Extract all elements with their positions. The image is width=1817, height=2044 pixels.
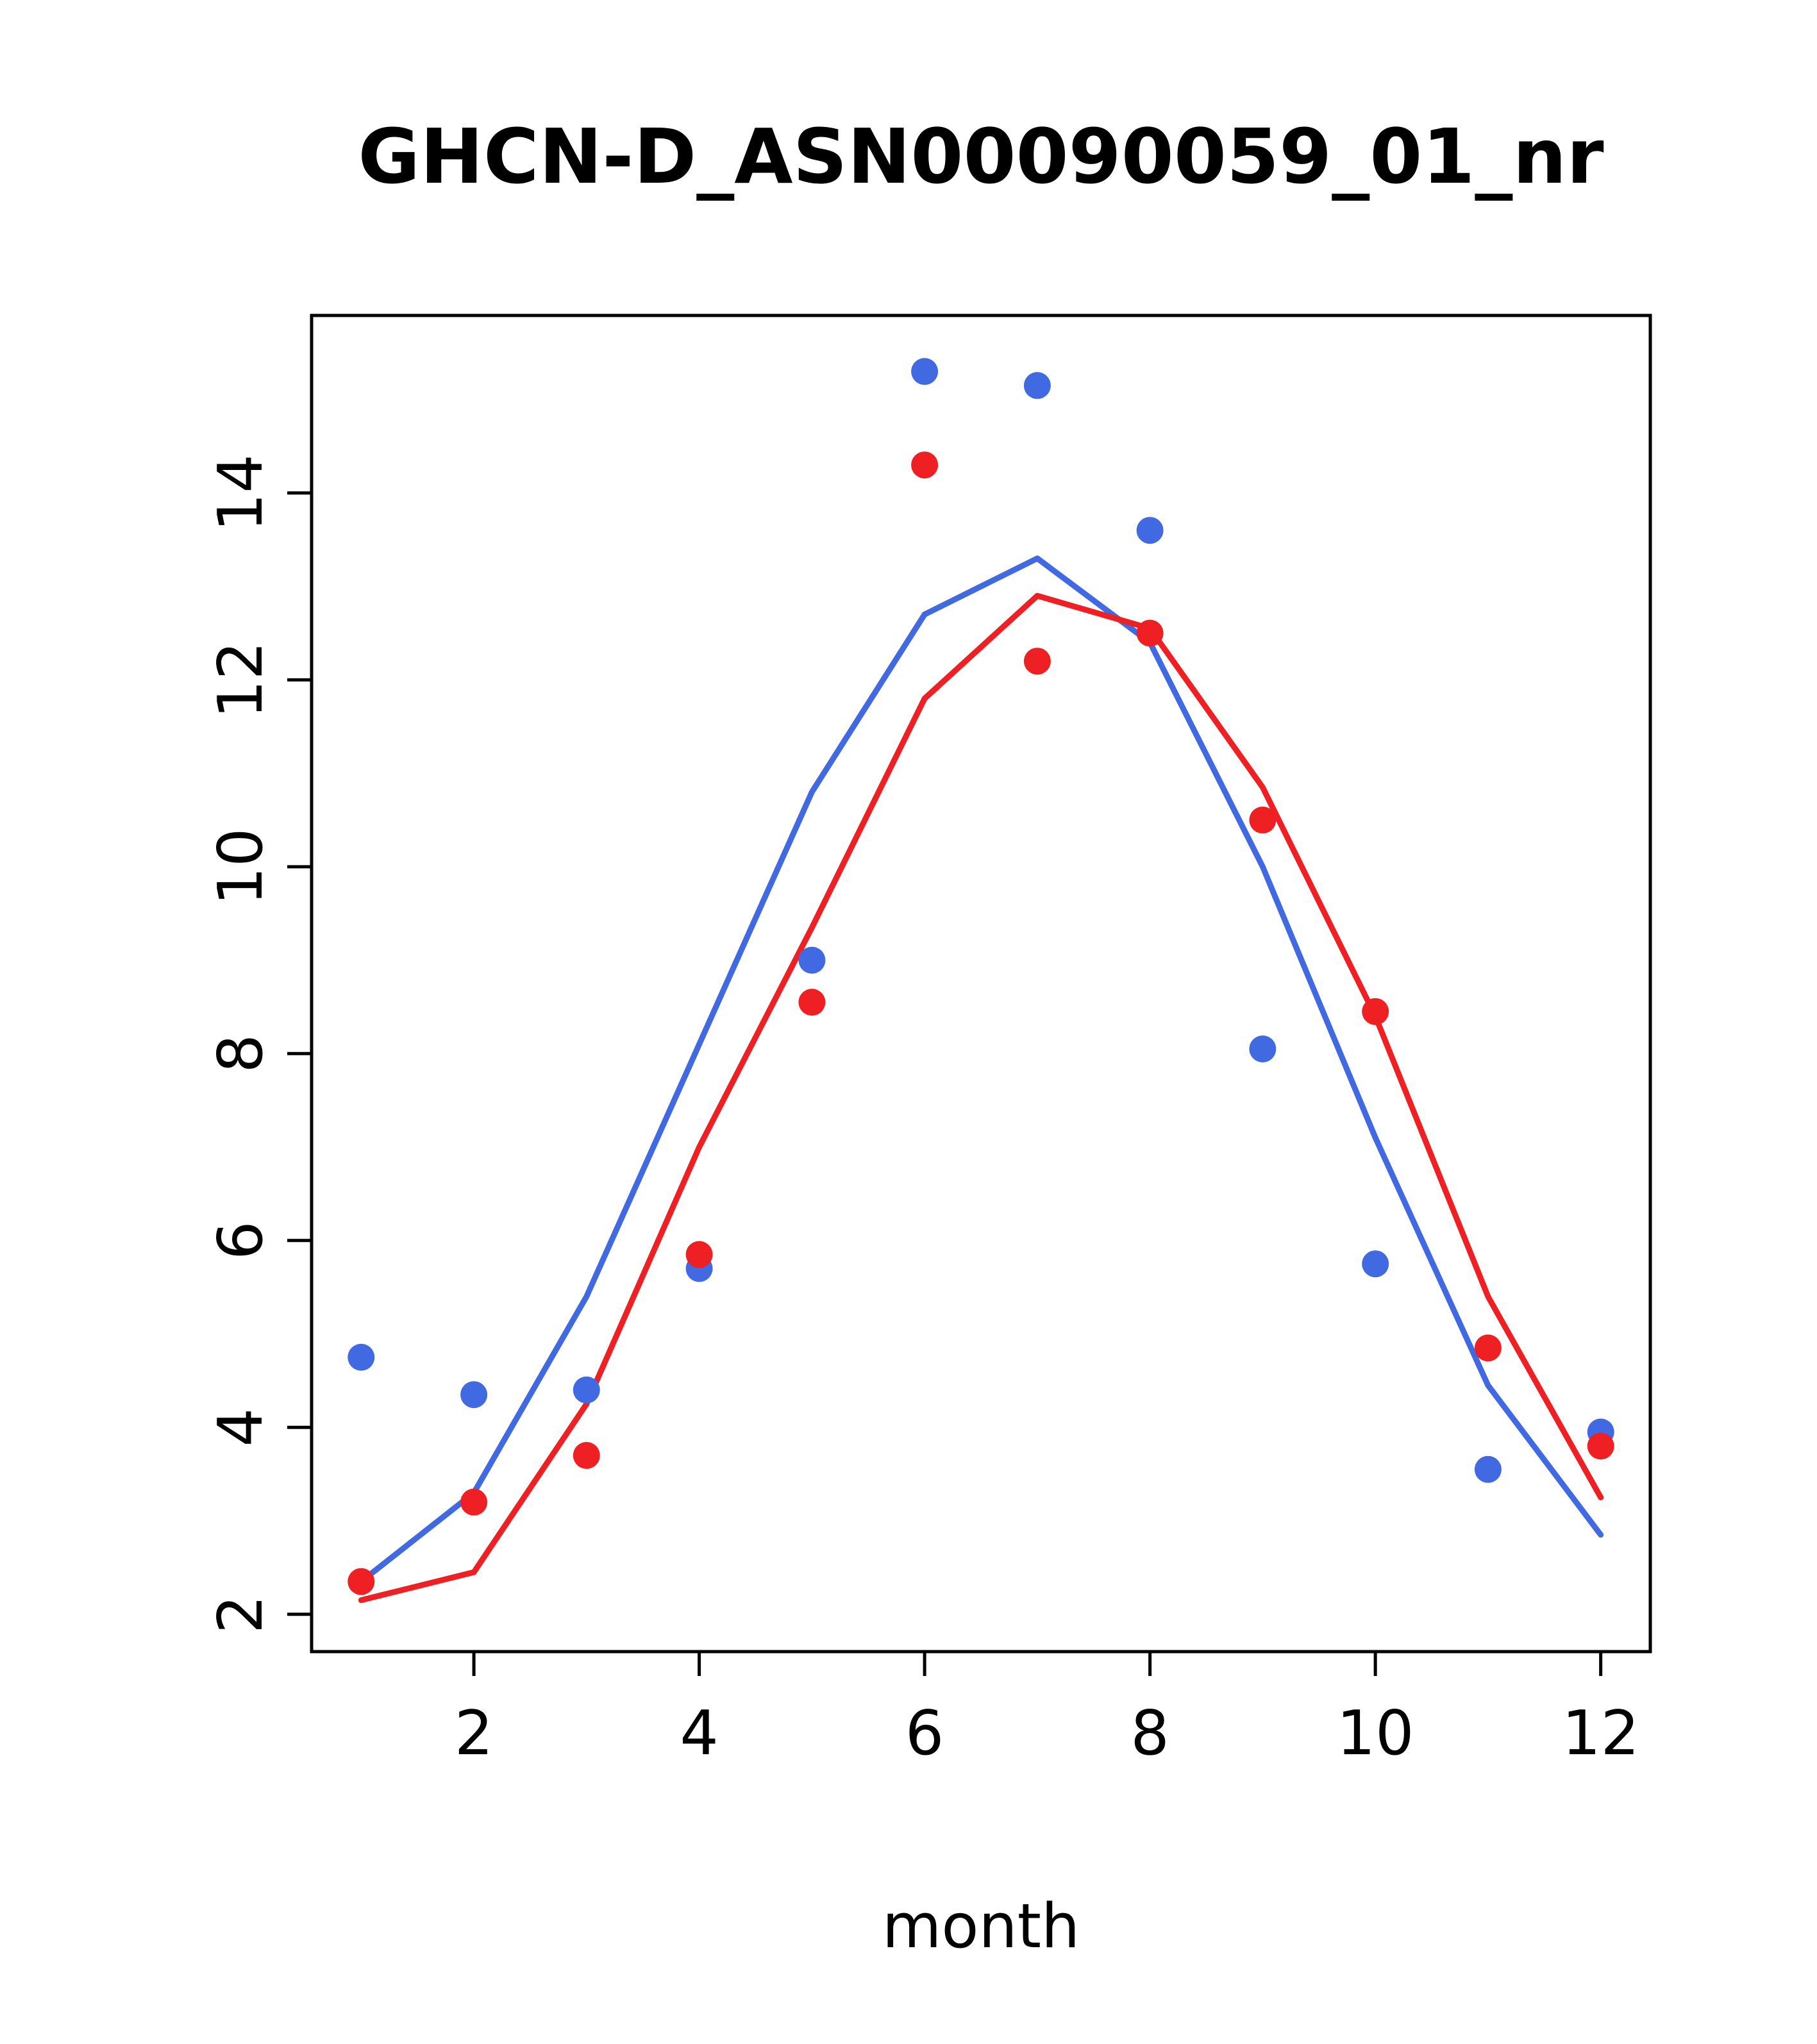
points-blue-marker [460, 1381, 488, 1409]
points-red-marker [911, 451, 939, 479]
x-axis-label: month [882, 1891, 1080, 1962]
x-tick-label: 6 [905, 1698, 944, 1769]
plot-box [310, 314, 1652, 1654]
x-tick-label: 10 [1337, 1698, 1414, 1769]
points-red-marker [685, 1241, 713, 1268]
line-blue [358, 555, 1604, 1585]
y-tick-label: 10 [206, 828, 276, 905]
y-tick-label: 2 [206, 1595, 276, 1633]
points-red-marker [1587, 1432, 1614, 1460]
y-tick-label: 8 [206, 1034, 276, 1073]
y-tick-label: 6 [206, 1221, 276, 1260]
line-red [358, 592, 1604, 1604]
points-red-marker [1136, 619, 1164, 647]
points-blue-marker [1362, 1250, 1389, 1278]
points-blue-marker [1249, 1035, 1277, 1062]
points-red-marker [460, 1488, 488, 1516]
points-red-marker [798, 989, 826, 1016]
points-blue-marker [1474, 1455, 1502, 1483]
x-tick-label: 8 [1130, 1698, 1169, 1769]
points-blue-marker [798, 946, 826, 974]
points-red-marker [1474, 1334, 1502, 1362]
points-blue-marker [1023, 372, 1051, 399]
points-blue-marker [347, 1343, 375, 1371]
points-blue-marker [911, 358, 939, 385]
points-red-marker [1023, 648, 1051, 675]
points-blue-marker [1136, 517, 1164, 544]
y-tick-label: 14 [206, 454, 276, 532]
points-red-marker [1249, 807, 1277, 834]
x-tick-label: 4 [680, 1698, 718, 1769]
points-red-marker [347, 1568, 375, 1595]
x-tick-label: 2 [455, 1698, 493, 1769]
x-tick-label: 12 [1562, 1698, 1639, 1769]
y-tick-label: 4 [206, 1408, 276, 1446]
points-red-marker [1362, 998, 1389, 1025]
chart-title: GHCN-D_ASN00090059_01_nr [358, 112, 1604, 201]
points-blue-marker [573, 1376, 600, 1403]
points-red-marker [573, 1442, 600, 1469]
y-tick-label: 12 [206, 641, 276, 719]
